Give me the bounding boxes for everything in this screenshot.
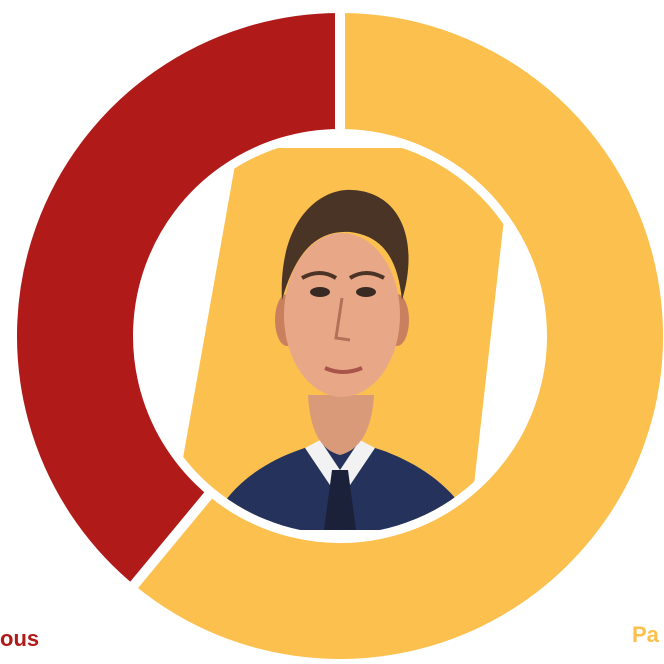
slice-left <box>7 2 345 596</box>
portrait-illustration <box>142 138 538 534</box>
slices-group <box>7 2 664 664</box>
slice-label-left: ous <box>0 626 40 651</box>
slice-label-right: Pa <box>632 622 659 647</box>
slice-right <box>123 2 664 664</box>
